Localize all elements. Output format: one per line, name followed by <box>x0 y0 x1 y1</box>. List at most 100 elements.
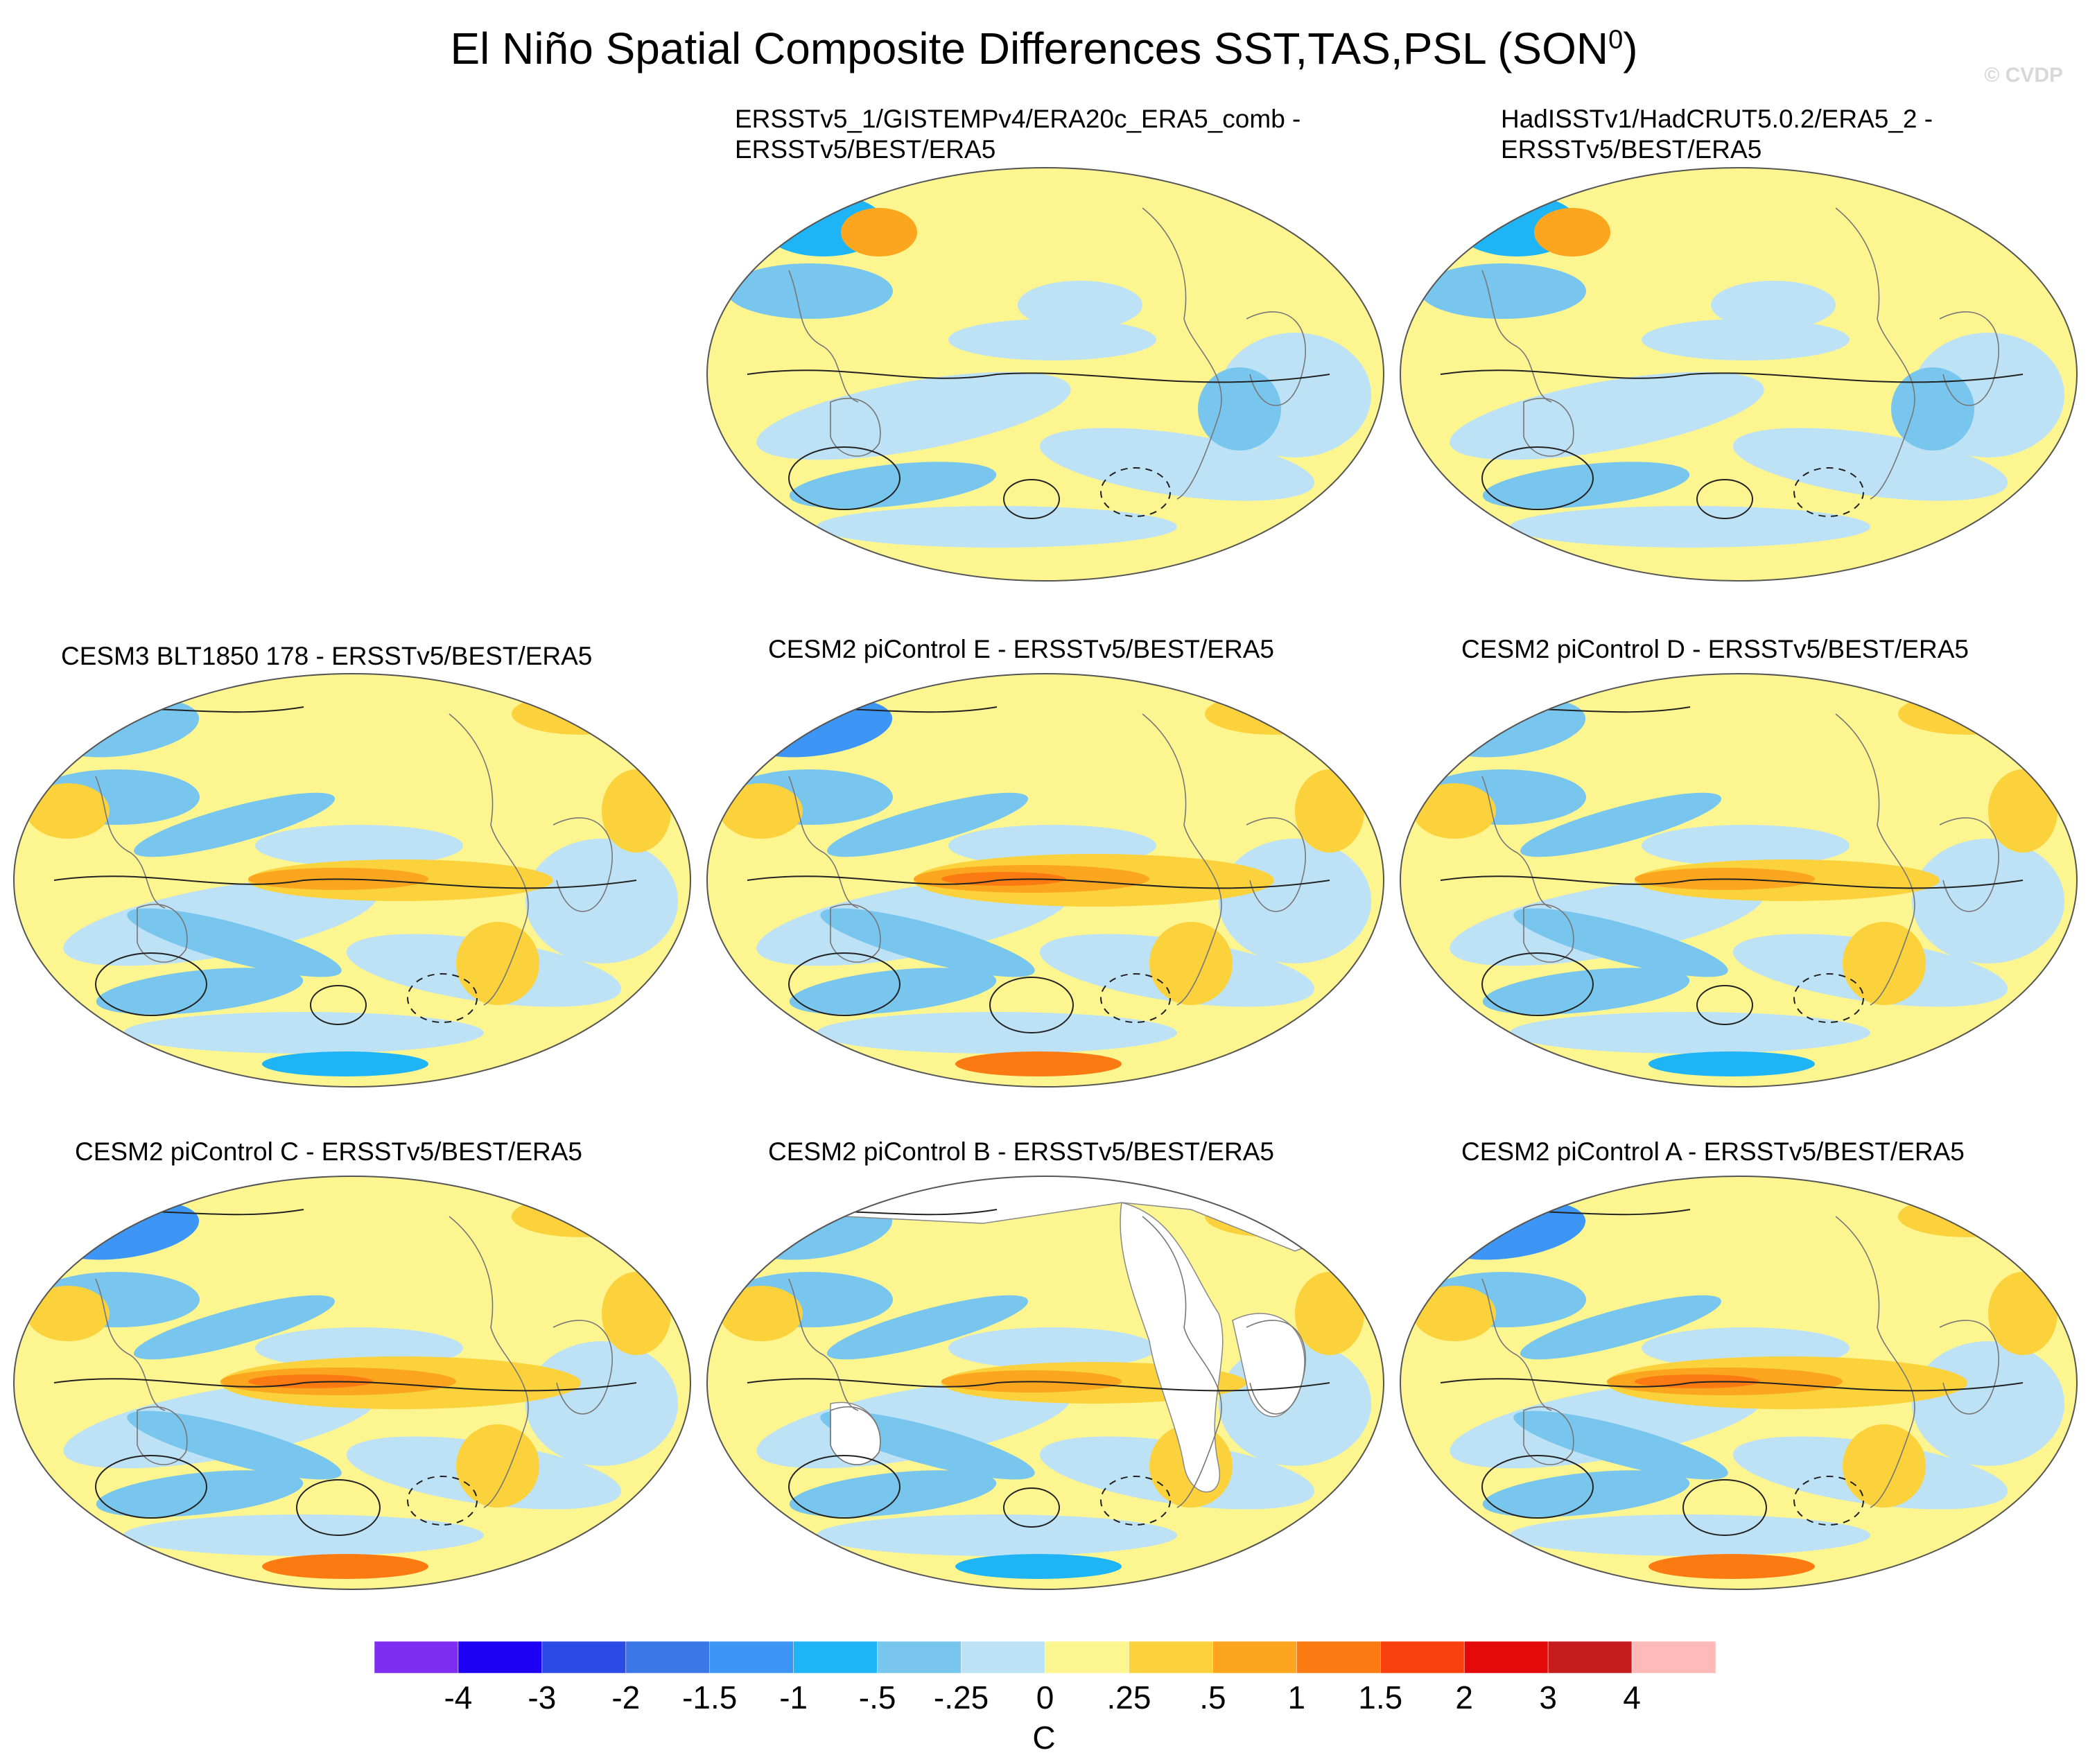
anomaly-blob <box>720 1286 803 1341</box>
psl-contour <box>1003 479 1060 519</box>
cvdp-credit: © CVDP <box>1984 64 2063 87</box>
colorbar-box <box>1380 1641 1465 1673</box>
anomaly-blob <box>262 1051 428 1076</box>
psl-contour <box>1440 875 2024 889</box>
coastline <box>1481 270 1552 403</box>
colorbar-box <box>1631 1641 1716 1673</box>
psl-contours <box>747 706 1330 1033</box>
coastline <box>553 1320 613 1415</box>
anomaly-blob <box>1513 1411 1728 1480</box>
colorbar-box <box>709 1641 794 1673</box>
coastline <box>788 1278 859 1411</box>
figure-title: El Niño Spatial Composite Differences SS… <box>450 24 1638 73</box>
map-panel-picA <box>1400 1176 2078 1590</box>
psl-contour <box>788 446 901 510</box>
anomaly-blob <box>1420 263 1586 319</box>
panel-title-picB: CESM2 piControl B - ERSSTv5/BEST/ERA5 <box>768 1137 1274 1166</box>
colorbar-tick-label: -.25 <box>933 1679 989 1715</box>
map-field-picA <box>1400 1176 2077 1589</box>
map-outline <box>706 167 1384 582</box>
map-outline <box>1400 167 2078 582</box>
map-outline <box>706 673 1384 1088</box>
colorbar-box <box>1296 1641 1381 1673</box>
anomaly-blob <box>1711 281 1836 329</box>
coastlines <box>1481 1216 1999 1508</box>
panel-title-obs1: ERSSTv5_1/GISTEMPv4/ERA20c_ERA5_comb - E… <box>735 105 1301 164</box>
anomaly-blob <box>1482 462 1690 509</box>
psl-contour <box>1481 1455 1594 1519</box>
anomaly-blob <box>756 372 1071 460</box>
anomaly-blob <box>1520 1295 1722 1360</box>
psl-contour <box>1440 1378 2024 1392</box>
anomaly-blob <box>817 1514 1177 1556</box>
anomaly-blob <box>1219 839 1371 963</box>
colorbar-tick-label: 3 <box>1539 1679 1557 1715</box>
coastline <box>1481 776 1552 909</box>
coastline <box>788 776 859 909</box>
colorbar-box <box>1463 1641 1549 1673</box>
psl-contour <box>1682 1479 1767 1536</box>
anomaly-blob <box>1648 1051 1815 1076</box>
coastlines <box>95 713 613 1006</box>
map-field-picE <box>707 674 1384 1087</box>
map-field-obs2 <box>1400 168 2077 581</box>
anomaly-blob <box>525 839 678 963</box>
coastlines <box>1481 713 1999 1006</box>
anomaly-blob <box>1912 1341 2064 1466</box>
coastlines <box>788 713 1306 1006</box>
psl-contour-negative <box>1793 973 1864 1023</box>
anomaly-blob <box>1843 1424 1926 1508</box>
enso-tongue-max <box>1635 1374 1759 1388</box>
colorbar-tick-label: 2 <box>1455 1679 1473 1715</box>
anomaly-blob <box>817 506 1177 548</box>
psl-contour <box>53 875 637 889</box>
coastline <box>1523 904 1574 963</box>
anomaly-blob <box>826 792 1029 857</box>
psl-contour <box>95 952 207 1016</box>
colorbar-tick-label: .5 <box>1199 1679 1226 1715</box>
enso-tongue-max <box>248 1374 373 1388</box>
anomaly-blob <box>1295 769 1364 853</box>
anomaly-blob <box>1510 1012 1870 1054</box>
coastline <box>449 713 529 1006</box>
psl-contour <box>747 369 1330 383</box>
psl-contours <box>747 369 1330 519</box>
map-field-picC <box>14 1176 690 1589</box>
colorbar-tick-label: -2 <box>611 1679 641 1715</box>
anomaly-blob <box>955 1554 1122 1579</box>
coastline <box>137 1406 188 1465</box>
anomaly-blob <box>602 1272 671 1355</box>
psl-contour-negative <box>1793 467 1864 517</box>
anomaly-blob <box>826 1295 1029 1360</box>
psl-contours <box>53 1209 637 1536</box>
anomaly-blob <box>123 1514 484 1556</box>
psl-contour <box>788 1455 901 1519</box>
coastline <box>1246 817 1306 912</box>
map-outline <box>706 1176 1384 1590</box>
coastline <box>1835 1216 1915 1508</box>
map-field-obs1 <box>707 168 1384 581</box>
colorbar-box <box>877 1641 962 1673</box>
anomaly-blob <box>1513 908 1728 977</box>
psl-contour <box>1003 1487 1060 1528</box>
colorbar-tick-label: 0 <box>1036 1679 1054 1715</box>
coastline <box>1523 398 1574 457</box>
anomaly-blob <box>1149 922 1233 1005</box>
map-panel-cesm3 <box>13 673 691 1088</box>
map-panel-picD <box>1400 673 2078 1088</box>
coastline <box>1523 1406 1574 1465</box>
coastlines <box>788 1216 1306 1508</box>
anomaly-blob <box>1482 968 1690 1015</box>
colorbar-tick-label: -.5 <box>858 1679 896 1715</box>
psl-contour <box>788 952 901 1016</box>
anomaly-blob <box>26 1286 110 1341</box>
panel-title-cesm3: CESM3 BLT1850 178 - ERSSTv5/BEST/ERA5 <box>61 642 593 670</box>
anomaly-blob <box>1510 1514 1870 1556</box>
anomaly-blob <box>262 1554 428 1579</box>
coastline <box>1939 817 1999 912</box>
colorbar-box <box>374 1641 459 1673</box>
psl-contours <box>1440 706 2024 1025</box>
anomaly-blob <box>720 783 803 839</box>
anomaly-blob <box>1912 839 2064 963</box>
map-field-cesm3 <box>14 674 690 1087</box>
